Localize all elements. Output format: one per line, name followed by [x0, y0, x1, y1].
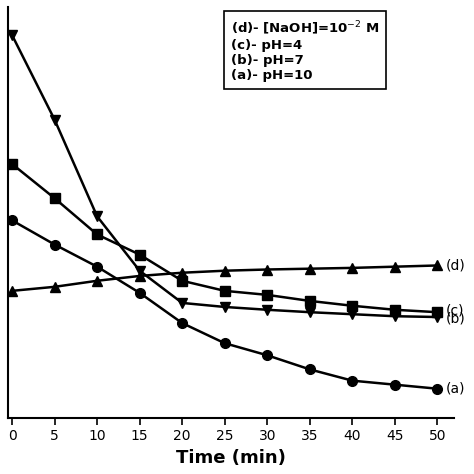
- Text: (d)- [NaOH]=10$^{-2}$ M
(c)- pH=4
(b)- pH=7
(a)- pH=10: (d)- [NaOH]=10$^{-2}$ M (c)- pH=4 (b)- p…: [231, 19, 380, 82]
- Text: (d): (d): [446, 258, 465, 273]
- Text: (a): (a): [446, 382, 465, 396]
- Text: (b): (b): [446, 311, 465, 325]
- X-axis label: Time (min): Time (min): [176, 449, 286, 467]
- Text: (c): (c): [446, 304, 465, 318]
